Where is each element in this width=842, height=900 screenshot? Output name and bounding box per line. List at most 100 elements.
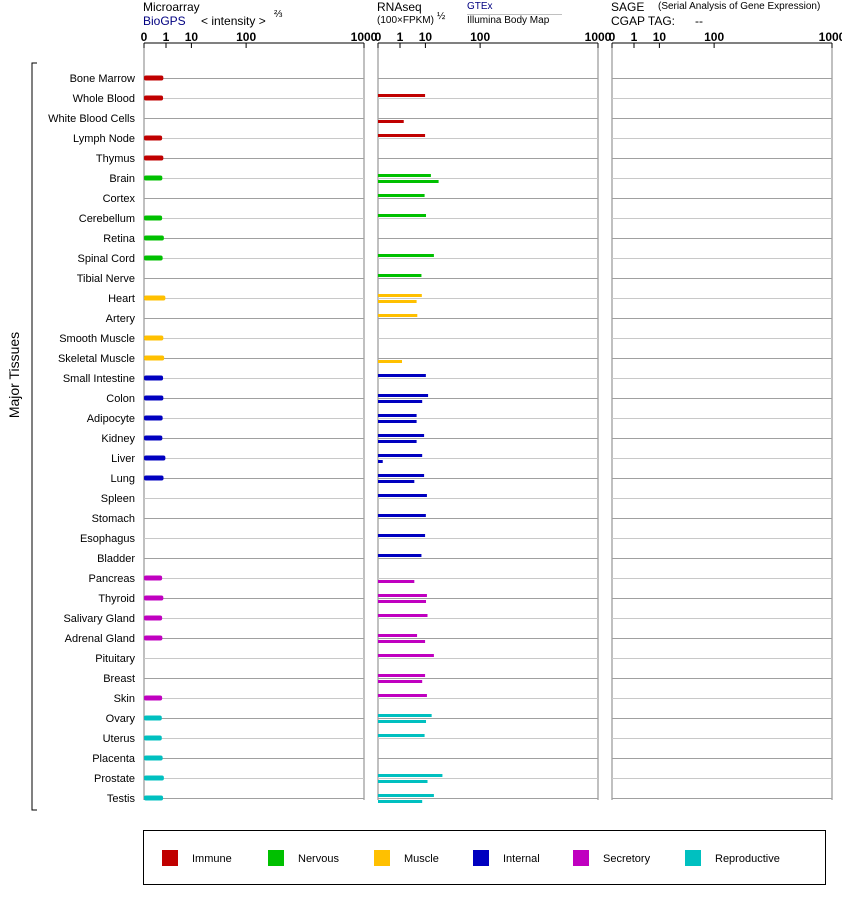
- tissue-label: Skin: [114, 693, 135, 705]
- legend-label-nervous: Nervous: [298, 853, 339, 865]
- microarray-bar: [144, 455, 166, 461]
- microarray-bar: [144, 595, 164, 601]
- microarray-tick-label: 100: [236, 30, 256, 44]
- sage-tick-label: 10: [653, 30, 667, 44]
- rnaseq-gtex-bar: [378, 314, 418, 317]
- rnaseq-ibm-bar: [378, 600, 427, 603]
- rnaseq-ibm-bar: [378, 180, 439, 183]
- tissue-label: Heart: [108, 293, 135, 305]
- microarray-tick-label: 0: [141, 30, 148, 44]
- rnaseq-gtex-bar: [378, 194, 425, 197]
- rnaseq-gtex-bar: [378, 294, 422, 297]
- legend-swatch-nervous: [268, 850, 284, 866]
- legend-swatch-reproductive: [685, 850, 701, 866]
- rnaseq-gtex-bar: [378, 674, 426, 677]
- tissue-label: Retina: [103, 233, 136, 245]
- legend-swatch-secretory: [573, 850, 589, 866]
- tissue-label: Adipocyte: [87, 413, 135, 425]
- tissue-label: Placenta: [92, 753, 136, 765]
- tissue-label: Prostate: [94, 773, 135, 785]
- biogps-link[interactable]: BioGPS: [143, 14, 186, 28]
- rnaseq-gtex-bar: [378, 134, 426, 137]
- microarray-bar: [144, 795, 164, 801]
- tissue-label: Liver: [111, 453, 135, 465]
- tissue-label: Bone Marrow: [70, 73, 135, 85]
- tissue-label: Bladder: [97, 553, 135, 565]
- legend-swatch-internal: [473, 850, 489, 866]
- microarray-bar: [144, 75, 164, 81]
- sage-title: SAGE: [611, 0, 645, 14]
- rnaseq-ibm-bar: [378, 680, 423, 683]
- gtex-link[interactable]: GTEx: [467, 1, 493, 12]
- rnaseq-gtex-bar: [378, 274, 422, 277]
- rnaseq-ibm-bar: [378, 460, 383, 463]
- rnaseq-ibm-bar: [378, 480, 415, 483]
- microarray-bar: [144, 775, 164, 781]
- rnaseq-gtex-bar: [378, 474, 425, 477]
- microarray-bar: [144, 375, 164, 381]
- tissue-label: Artery: [106, 313, 136, 325]
- tissue-label: Skeletal Muscle: [58, 353, 135, 365]
- microarray-bar: [144, 155, 164, 161]
- tissue-label: Spleen: [101, 493, 135, 505]
- rnaseq-tick-label: 100: [470, 30, 490, 44]
- rnaseq-gtex-bar: [378, 454, 423, 457]
- tissue-label: Tibial Nerve: [77, 273, 135, 285]
- microarray-bar: [144, 615, 163, 621]
- tissue-label: Salivary Gland: [63, 613, 135, 625]
- illumina-body-map-label: Illumina Body Map: [467, 15, 550, 26]
- tissue-label: Whole Blood: [73, 93, 135, 105]
- rnaseq-gtex-bar: [378, 634, 418, 637]
- microarray-bar: [144, 735, 162, 741]
- rnaseq-gtex-bar: [378, 554, 422, 557]
- group-label: Major Tissues: [6, 332, 22, 418]
- tissue-label: Adrenal Gland: [65, 633, 135, 645]
- microarray-bar: [144, 715, 162, 721]
- rnaseq-ibm-bar: [378, 580, 415, 583]
- rnaseq-exponent: ½: [437, 11, 446, 22]
- tissue-label: Brain: [109, 173, 135, 185]
- rnaseq-tick-label: 1000: [585, 30, 612, 44]
- microarray-bar: [144, 395, 164, 401]
- sage-tick-label: 1: [631, 30, 638, 44]
- microarray-bar: [144, 215, 163, 221]
- rnaseq-ibm-bar: [378, 800, 423, 803]
- rnaseq-title: RNAseq: [377, 0, 422, 14]
- rnaseq-gtex-bar: [378, 594, 427, 597]
- microarray-title: Microarray: [143, 0, 200, 14]
- rnaseq-unit: (100×FPKM): [377, 15, 434, 26]
- rnaseq-ibm-bar: [378, 400, 423, 403]
- tissue-label: Lymph Node: [73, 133, 135, 145]
- tissue-label: Breast: [103, 673, 135, 685]
- rnaseq-ibm-bar: [378, 640, 426, 643]
- rnaseq-tick-label: 1: [397, 30, 404, 44]
- rnaseq-ibm-bar: [378, 300, 417, 303]
- tissue-bracket: [31, 62, 37, 811]
- rnaseq-gtex-bar: [378, 174, 431, 177]
- tissue-label: Cortex: [103, 193, 136, 205]
- microarray-bar: [144, 235, 164, 241]
- legend-label-internal: Internal: [503, 853, 540, 865]
- sage-tick-label: 100: [704, 30, 724, 44]
- sage-tick-label: 0: [609, 30, 616, 44]
- legend-label-immune: Immune: [192, 853, 232, 865]
- legend-label-muscle: Muscle: [404, 853, 439, 865]
- rnaseq-tick-label: 0: [375, 30, 382, 44]
- tissue-label: Pancreas: [89, 573, 136, 585]
- microarray-bar: [144, 755, 163, 761]
- tissue-label: Pituitary: [95, 653, 135, 665]
- sage-tick-label: 1000: [819, 30, 842, 44]
- rnaseq-gtex-bar: [378, 714, 432, 717]
- microarray-exponent: ⅔: [274, 9, 283, 20]
- rnaseq-ibm-bar: [378, 120, 404, 123]
- rnaseq-gtex-bar: [378, 654, 434, 657]
- rnaseq-gtex-bar: [378, 614, 428, 617]
- tissue-label: Esophagus: [80, 533, 136, 545]
- tissue-label: Testis: [107, 793, 136, 805]
- microarray-bar: [144, 335, 164, 341]
- tissue-label: Cerebellum: [79, 213, 135, 225]
- tissue-label: Small Intestine: [63, 373, 135, 385]
- rnaseq-gtex-bar: [378, 414, 417, 417]
- rnaseq-gtex-bar: [378, 774, 443, 777]
